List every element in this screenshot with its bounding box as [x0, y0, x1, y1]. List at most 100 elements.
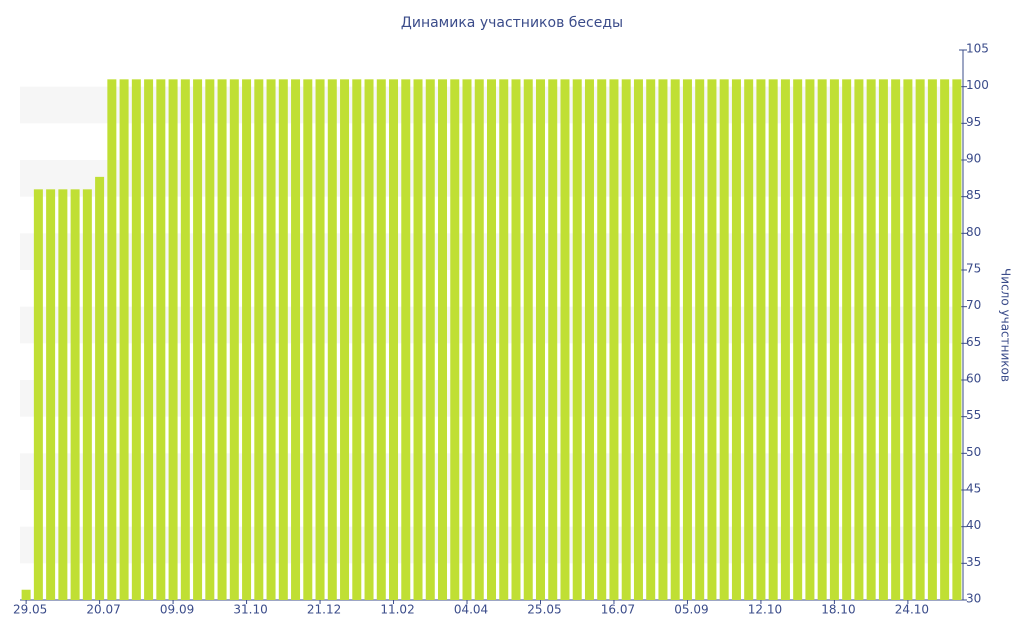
bar	[854, 79, 864, 601]
bar	[401, 79, 411, 601]
bar	[646, 79, 656, 601]
bar	[707, 79, 717, 601]
x-tick-label: 29.05	[13, 603, 47, 617]
x-tick-label: 16.07	[601, 603, 635, 617]
bar	[156, 79, 166, 601]
bar	[180, 79, 190, 601]
bar	[254, 79, 264, 601]
chart-title: Динамика участников беседы	[401, 15, 623, 31]
bar	[670, 79, 680, 601]
y-tick-label: 70	[966, 298, 981, 312]
bar	[780, 79, 790, 601]
y-tick-label: 85	[966, 188, 981, 202]
bar	[327, 79, 337, 601]
bar	[866, 79, 876, 601]
bar	[658, 79, 668, 601]
x-tick-label: 25.05	[527, 603, 561, 617]
y-tick-label: 35	[966, 555, 981, 569]
bar	[572, 79, 582, 601]
x-tick-label: 21.12	[307, 603, 341, 617]
bar	[376, 79, 386, 601]
bar	[119, 79, 129, 601]
bar	[952, 79, 962, 601]
y-tick-label: 55	[966, 408, 981, 422]
bar	[131, 79, 141, 601]
bar	[584, 79, 594, 601]
bar	[217, 79, 227, 601]
bar	[756, 79, 766, 601]
x-tick-label: 20.07	[86, 603, 120, 617]
y-tick-label: 60	[966, 372, 981, 386]
bar	[768, 79, 778, 601]
y-tick-label: 80	[966, 225, 981, 239]
bar	[695, 79, 705, 601]
bar	[438, 79, 448, 601]
bar	[144, 79, 154, 601]
bar	[744, 79, 754, 601]
bar	[303, 79, 313, 601]
bar	[462, 79, 472, 601]
bar	[352, 79, 362, 601]
y-tick-label: 105	[966, 42, 989, 56]
bar	[817, 79, 827, 601]
x-tick-label: 18.10	[821, 603, 855, 617]
bar	[291, 79, 301, 601]
bar	[842, 79, 852, 601]
x-tick-label: 11.02	[380, 603, 414, 617]
bar	[21, 589, 31, 600]
bar	[499, 79, 509, 601]
bar	[548, 79, 558, 601]
x-tick-label: 12.10	[748, 603, 782, 617]
bar	[278, 79, 288, 601]
bar	[205, 79, 215, 601]
bar	[609, 79, 619, 601]
y-tick-label: 100	[966, 78, 989, 92]
bar	[58, 189, 68, 601]
bar	[95, 176, 105, 600]
bar	[731, 79, 741, 601]
bar	[511, 79, 521, 601]
bar	[891, 79, 901, 601]
bar	[82, 189, 92, 601]
bar	[315, 79, 325, 601]
y-tick-label: 65	[966, 335, 981, 349]
bar	[719, 79, 729, 601]
bar	[193, 79, 203, 601]
bar	[927, 79, 937, 601]
bar	[425, 79, 435, 601]
y-tick-label: 45	[966, 482, 981, 496]
x-tick-label: 31.10	[233, 603, 267, 617]
bar	[805, 79, 815, 601]
bar	[487, 79, 496, 601]
y-tick-label: 90	[966, 152, 981, 166]
y-axis-title: Число участников	[999, 268, 1013, 382]
bar	[621, 79, 631, 601]
bar	[389, 79, 399, 601]
bar	[474, 79, 484, 601]
bar	[107, 79, 117, 601]
bar	[793, 79, 803, 601]
y-tick-label: 75	[966, 262, 981, 276]
bar	[597, 79, 607, 601]
bar	[70, 189, 80, 601]
bar	[940, 79, 950, 601]
bar	[340, 79, 350, 601]
bar	[242, 79, 252, 601]
y-tick-label: 40	[966, 518, 981, 532]
bar	[46, 189, 56, 601]
bar	[535, 79, 545, 601]
bar	[829, 79, 839, 601]
bar	[903, 79, 913, 601]
x-tick-label: 05.09	[674, 603, 708, 617]
bar	[633, 79, 643, 601]
x-tick-label: 04.04	[454, 603, 488, 617]
bar	[682, 79, 692, 601]
bar	[229, 79, 239, 601]
y-tick-label: 50	[966, 445, 981, 459]
bar	[413, 79, 423, 601]
bar	[33, 189, 43, 601]
bar	[560, 79, 570, 601]
bar	[878, 79, 888, 601]
bar	[450, 79, 460, 601]
